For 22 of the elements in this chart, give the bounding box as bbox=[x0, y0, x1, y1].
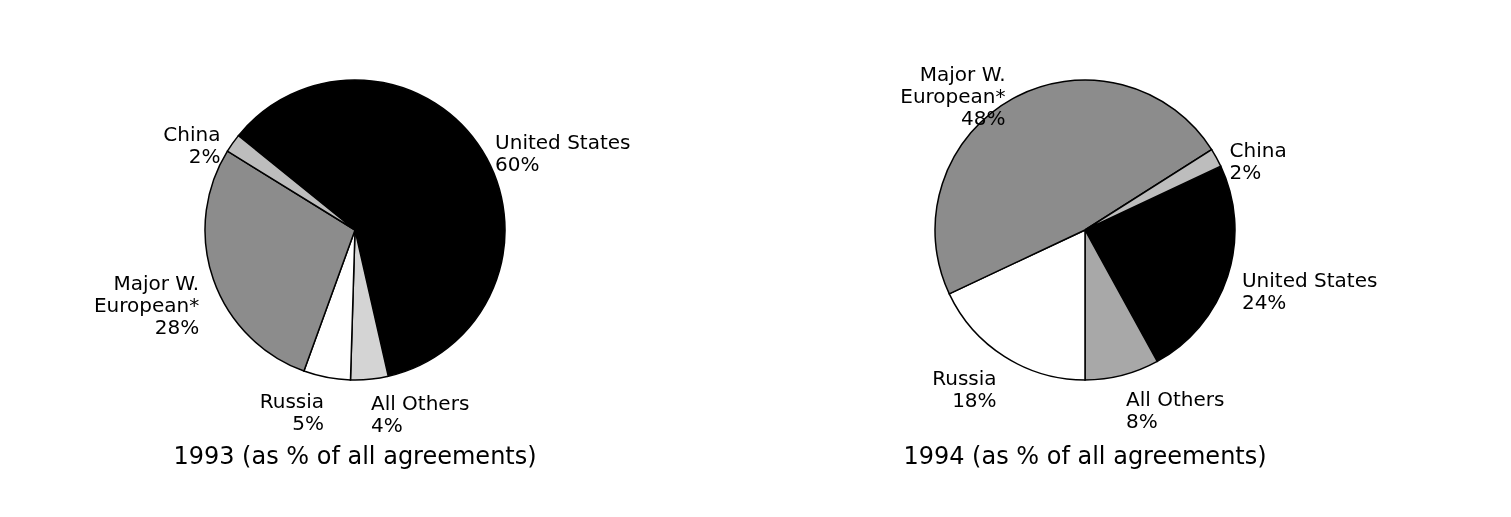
data-label: 4% bbox=[370, 413, 403, 438]
slice-label: China bbox=[1229, 137, 1287, 162]
data-label: 28% bbox=[154, 315, 200, 340]
data-label: 60% bbox=[495, 151, 540, 176]
data-label: 18% bbox=[952, 388, 997, 413]
slice-label: All Others bbox=[1126, 386, 1225, 411]
slice-label: Russia bbox=[932, 366, 997, 391]
slice-label: China bbox=[163, 121, 221, 146]
data-label: 2% bbox=[188, 143, 221, 168]
data-label: 2% bbox=[1229, 159, 1262, 184]
text: 1994 (as % of all agreements) bbox=[903, 442, 1267, 470]
slice-label: Russia bbox=[259, 389, 325, 414]
text: 1993 (as % of all agreements) bbox=[173, 442, 537, 470]
slice-label: United States bbox=[1241, 267, 1378, 292]
data-label: 8% bbox=[1126, 408, 1158, 433]
slice-label: Major W. European* bbox=[93, 271, 200, 318]
slice-label: All Others bbox=[370, 391, 470, 416]
slice-label: United States bbox=[495, 129, 631, 154]
data-label: 5% bbox=[292, 411, 325, 436]
data-label: 24% bbox=[1241, 289, 1287, 314]
data-label: 48% bbox=[961, 106, 1006, 131]
slice-label: Major W. European* bbox=[900, 62, 1006, 109]
